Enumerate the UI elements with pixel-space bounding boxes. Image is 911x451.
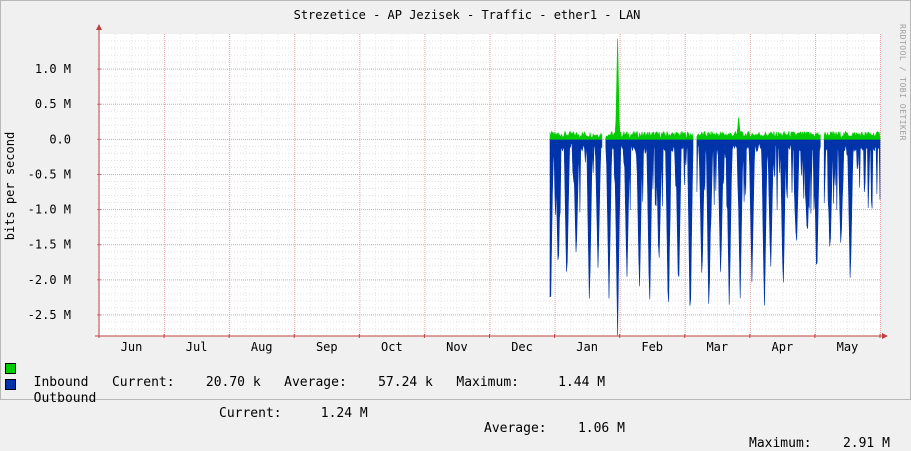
outbound-current-label: Current: bbox=[219, 406, 282, 421]
inbound-current-label: Current: bbox=[111, 375, 175, 390]
outbound-swatch bbox=[5, 379, 16, 390]
y-tick-label: -1.5 M bbox=[28, 238, 71, 252]
x-tick-label: Aug bbox=[251, 340, 273, 354]
inbound-area bbox=[605, 38, 694, 140]
traffic-chart: Strezetice - AP Jezisek - Traffic - ethe… bbox=[3, 8, 888, 354]
y-tick-label: 0.5 M bbox=[35, 97, 71, 111]
outbound-area bbox=[605, 139, 694, 336]
y-tick-label: -0.5 M bbox=[28, 167, 71, 181]
outbound-average-value: 1.06 M bbox=[577, 421, 625, 436]
outbound-area bbox=[696, 139, 821, 306]
y-tick-label: -2.0 M bbox=[28, 273, 71, 287]
inbound-swatch bbox=[5, 363, 16, 374]
outbound-area bbox=[549, 139, 603, 299]
inbound-average-value: 57.24 k bbox=[378, 375, 433, 390]
x-tick-label: Jan bbox=[576, 340, 598, 354]
inbound-area bbox=[549, 130, 603, 140]
rrdtool-watermark: RRDTOOL / TOBI OETIKER bbox=[898, 24, 907, 141]
x-tick-label: Oct bbox=[381, 340, 403, 354]
legend-outbound: Outbound Current: 1.24 M Average: 1.06 M… bbox=[5, 376, 898, 451]
y-axis-label: bits per second bbox=[3, 132, 17, 240]
x-tick-label: Jul bbox=[186, 340, 208, 354]
legend-inbound: Inbound Current: 20.70 k Average: 57.24 … bbox=[5, 360, 606, 390]
outbound-maximum-label: Maximum: bbox=[749, 436, 812, 451]
inbound-maximum-label: Maximum: bbox=[456, 375, 519, 390]
inbound-area bbox=[696, 117, 821, 140]
outbound-area bbox=[823, 139, 881, 278]
outbound-name: Outbound bbox=[33, 391, 97, 406]
chart-title: Strezetice - AP Jezisek - Traffic - ethe… bbox=[294, 8, 641, 22]
x-tick-label: Jun bbox=[121, 340, 143, 354]
inbound-current-value: 20.70 k bbox=[205, 375, 261, 390]
x-tick-label: Sep bbox=[316, 340, 338, 354]
outbound-average-label: Average: bbox=[484, 421, 547, 436]
y-tick-label: -1.0 M bbox=[28, 203, 71, 217]
x-axis-arrow bbox=[882, 333, 888, 339]
inbound-name: Inbound bbox=[33, 375, 89, 390]
inbound-area bbox=[823, 130, 881, 140]
x-tick-label: Apr bbox=[772, 340, 794, 354]
x-tick-label: Feb bbox=[641, 340, 663, 354]
outbound-maximum-value: 2.91 M bbox=[842, 436, 890, 451]
inbound-average-label: Average: bbox=[284, 375, 347, 390]
y-axis-arrow bbox=[96, 24, 102, 30]
inbound-maximum-value: 1.44 M bbox=[558, 375, 606, 390]
y-tick-label: 0.0 bbox=[49, 132, 71, 146]
y-tick-label: -2.5 M bbox=[28, 308, 71, 322]
x-tick-label: Dec bbox=[511, 340, 533, 354]
outbound-current-value: 1.24 M bbox=[320, 406, 368, 421]
x-tick-label: May bbox=[837, 340, 859, 354]
y-tick-label: 1.0 M bbox=[35, 62, 71, 76]
x-tick-label: Nov bbox=[446, 340, 468, 354]
x-tick-label: Mar bbox=[706, 340, 728, 354]
